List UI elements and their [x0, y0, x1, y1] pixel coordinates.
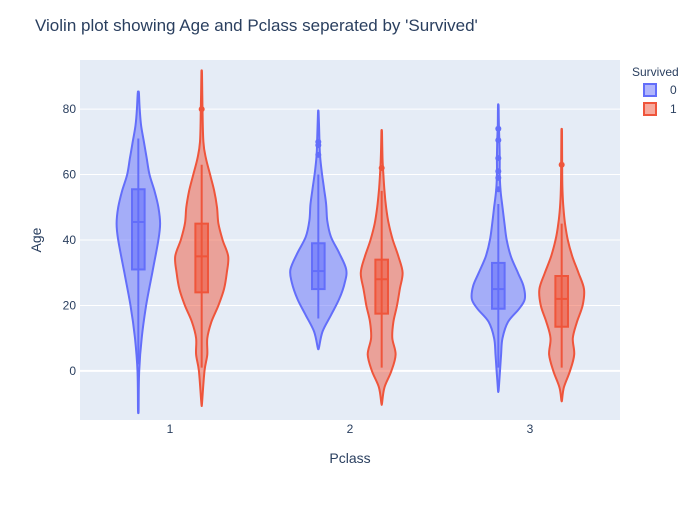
outlier-point — [495, 174, 502, 181]
violin-s0-pclass-3[interactable] — [470, 103, 527, 393]
legend-swatch — [643, 83, 657, 97]
violin-s1-pclass-3[interactable] — [538, 127, 586, 403]
violin-s1-pclass-2[interactable] — [359, 129, 404, 406]
x-tick-label: 3 — [527, 422, 534, 436]
chart-title: Violin plot showing Age and Pclass seper… — [35, 16, 478, 35]
x-tick-label: 2 — [347, 422, 354, 436]
outlier-point — [198, 106, 205, 113]
legend[interactable]: Survived 01 — [632, 65, 679, 116]
legend-swatch — [643, 102, 657, 116]
outlier-point — [495, 155, 502, 162]
violin-s0-pclass-1[interactable] — [115, 90, 162, 415]
outlier-point — [495, 137, 502, 144]
outlier-point — [495, 125, 502, 132]
y-axis-label: Age — [28, 227, 44, 252]
outlier-point — [558, 161, 565, 168]
y-tick-label: 20 — [63, 298, 77, 312]
x-axis-label: Pclass — [329, 450, 370, 466]
y-tick-labels: 0 20 40 60 80 — [63, 102, 77, 378]
y-tick-label: 60 — [63, 168, 77, 182]
violin-box — [131, 188, 146, 271]
outlier-point — [378, 165, 385, 171]
violin-box — [374, 258, 389, 315]
outlier-point — [315, 138, 322, 145]
legend-items[interactable]: 01 — [643, 83, 677, 116]
violin-s1-pclass-1[interactable] — [174, 69, 230, 408]
outlier-point — [315, 151, 322, 158]
violin-box — [194, 222, 209, 294]
violin-box — [491, 261, 506, 310]
legend-title: Survived — [632, 65, 679, 79]
x-tick-label: 1 — [167, 422, 174, 436]
y-tick-label: 40 — [63, 233, 77, 247]
outlier-point — [495, 186, 502, 193]
violin-box — [554, 275, 569, 328]
y-tick-label: 80 — [63, 102, 77, 116]
violin-s0-pclass-2[interactable] — [289, 109, 348, 351]
x-tick-labels: 1 2 3 — [167, 422, 534, 436]
legend-item-1[interactable]: 1 — [643, 102, 677, 116]
grid-lines — [80, 108, 620, 372]
violin-box — [311, 242, 326, 291]
legend-item-0[interactable]: 0 — [643, 83, 677, 97]
outlier-point — [495, 168, 502, 175]
legend-label: 1 — [670, 102, 677, 116]
y-tick-label: 0 — [69, 364, 76, 378]
violin-layer — [115, 69, 586, 415]
legend-label: 0 — [670, 83, 677, 97]
